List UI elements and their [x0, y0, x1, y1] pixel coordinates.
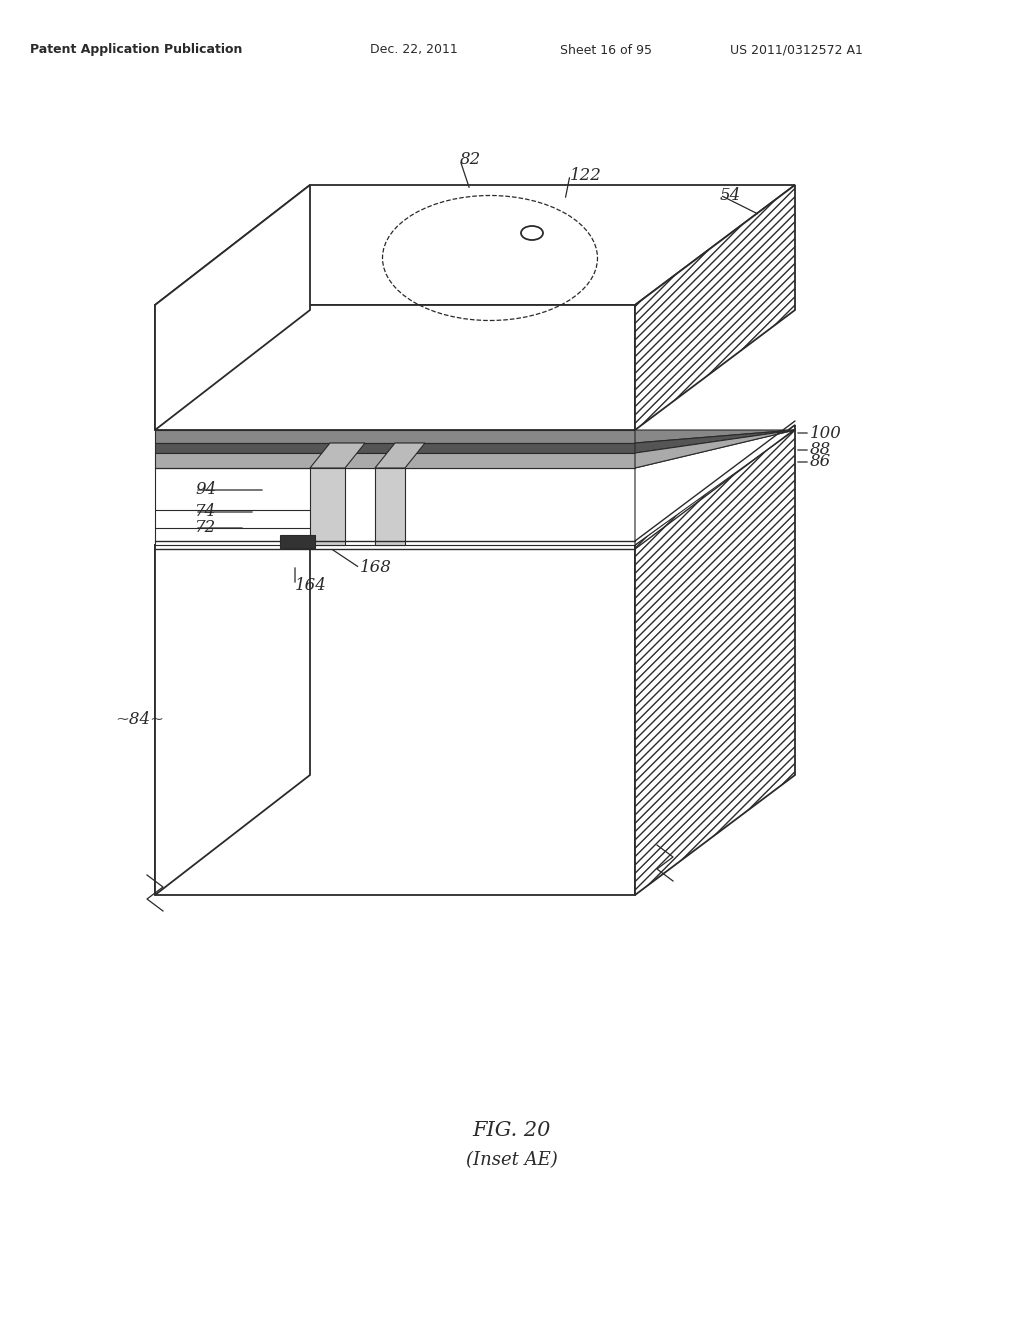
Text: 82: 82: [460, 152, 481, 169]
Text: Patent Application Publication: Patent Application Publication: [30, 44, 243, 57]
Text: Dec. 22, 2011: Dec. 22, 2011: [370, 44, 458, 57]
Text: FIG. 20: FIG. 20: [473, 1121, 551, 1139]
Polygon shape: [635, 430, 795, 444]
Text: 86: 86: [810, 454, 831, 470]
Text: 54: 54: [720, 186, 741, 203]
Text: 168: 168: [360, 560, 392, 577]
Polygon shape: [635, 430, 795, 469]
Text: 100: 100: [810, 425, 842, 441]
Text: ~84~: ~84~: [115, 711, 164, 729]
Polygon shape: [635, 425, 795, 895]
Text: US 2011/0312572 A1: US 2011/0312572 A1: [730, 44, 863, 57]
Polygon shape: [635, 430, 795, 453]
Text: 72: 72: [195, 520, 216, 536]
Text: 94: 94: [195, 482, 216, 499]
Text: (Inset AE): (Inset AE): [466, 1151, 558, 1170]
Polygon shape: [310, 444, 365, 469]
Polygon shape: [280, 535, 315, 548]
Text: 74: 74: [195, 503, 216, 520]
Polygon shape: [155, 305, 635, 430]
Text: 88: 88: [810, 441, 831, 458]
Polygon shape: [635, 430, 795, 545]
Polygon shape: [635, 185, 795, 430]
Polygon shape: [155, 453, 635, 469]
Polygon shape: [155, 444, 635, 453]
Polygon shape: [310, 469, 345, 545]
Polygon shape: [155, 469, 635, 545]
Polygon shape: [155, 185, 795, 305]
Text: 164: 164: [295, 577, 327, 594]
Polygon shape: [375, 469, 406, 545]
Polygon shape: [155, 545, 635, 895]
Polygon shape: [375, 444, 425, 469]
Polygon shape: [155, 185, 310, 430]
Polygon shape: [155, 425, 310, 895]
Text: 122: 122: [570, 166, 602, 183]
Text: Sheet 16 of 95: Sheet 16 of 95: [560, 44, 652, 57]
Polygon shape: [155, 430, 635, 444]
